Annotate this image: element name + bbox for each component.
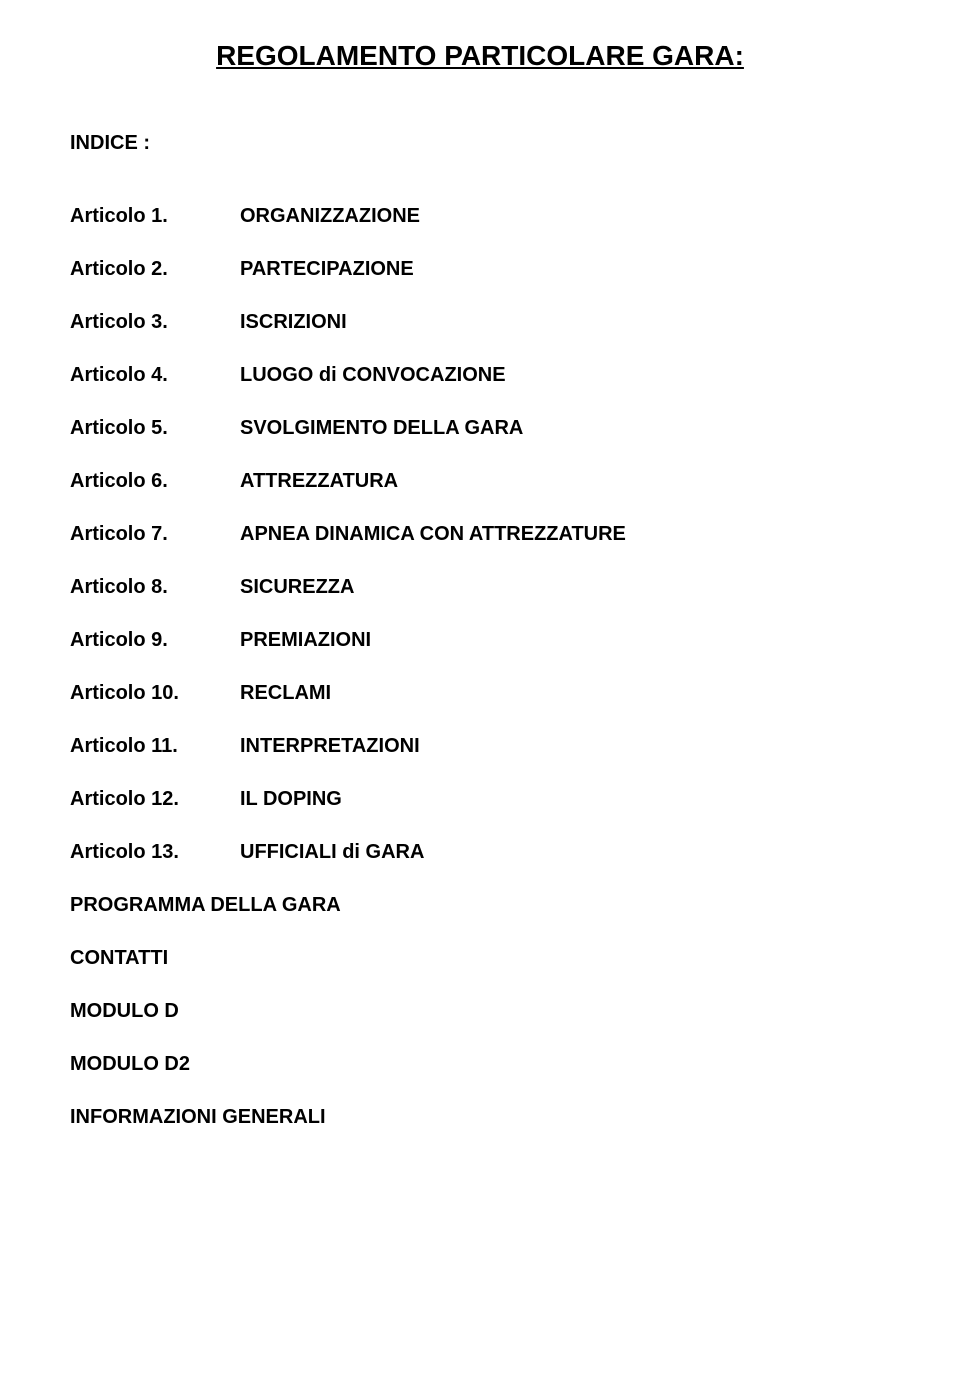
toc-item-label: Articolo 7. xyxy=(70,523,240,546)
toc-item: Articolo 1. ORGANIZZAZIONE xyxy=(70,205,890,228)
toc-item-value: INTERPRETAZIONI xyxy=(240,735,890,758)
toc-item-label: Articolo 1. xyxy=(70,205,240,228)
toc-item-label: Articolo 4. xyxy=(70,364,240,387)
footer-line: CONTATTI xyxy=(70,947,890,970)
toc-item-value: LUOGO di CONVOCAZIONE xyxy=(240,364,890,387)
toc-item-value: SVOLGIMENTO DELLA GARA xyxy=(240,417,890,440)
toc-item-label: Articolo 10. xyxy=(70,682,240,705)
page-title: REGOLAMENTO PARTICOLARE GARA: xyxy=(70,40,890,72)
toc-item-label: Articolo 11. xyxy=(70,735,240,758)
toc-item-label: Articolo 3. xyxy=(70,311,240,334)
index-heading: INDICE : xyxy=(70,132,890,155)
toc-item-value: IL DOPING xyxy=(240,788,890,811)
toc-list: Articolo 1. ORGANIZZAZIONE Articolo 2. P… xyxy=(70,205,890,864)
footer-line: INFORMAZIONI GENERALI xyxy=(70,1106,890,1129)
toc-item-value: UFFICIALI di GARA xyxy=(240,841,890,864)
toc-item: Articolo 11. INTERPRETAZIONI xyxy=(70,735,890,758)
toc-item-label: Articolo 13. xyxy=(70,841,240,864)
toc-item: Articolo 4. LUOGO di CONVOCAZIONE xyxy=(70,364,890,387)
toc-item-label: Articolo 8. xyxy=(70,576,240,599)
toc-item: Articolo 6. ATTREZZATURA xyxy=(70,470,890,493)
toc-item: Articolo 2. PARTECIPAZIONE xyxy=(70,258,890,281)
toc-item-value: SICUREZZA xyxy=(240,576,890,599)
toc-item: Articolo 9. PREMIAZIONI xyxy=(70,629,890,652)
footer-line: MODULO D xyxy=(70,1000,890,1023)
toc-item-value: ISCRIZIONI xyxy=(240,311,890,334)
footer-line: MODULO D2 xyxy=(70,1053,890,1076)
toc-item: Articolo 13. UFFICIALI di GARA xyxy=(70,841,890,864)
toc-item: Articolo 5. SVOLGIMENTO DELLA GARA xyxy=(70,417,890,440)
footer-section: PROGRAMMA DELLA GARA CONTATTI MODULO D M… xyxy=(70,894,890,1129)
toc-item: Articolo 10. RECLAMI xyxy=(70,682,890,705)
toc-item-label: Articolo 6. xyxy=(70,470,240,493)
toc-item: Articolo 3. ISCRIZIONI xyxy=(70,311,890,334)
toc-item-value: PARTECIPAZIONE xyxy=(240,258,890,281)
toc-item-value: RECLAMI xyxy=(240,682,890,705)
toc-item-value: ORGANIZZAZIONE xyxy=(240,205,890,228)
toc-item-label: Articolo 2. xyxy=(70,258,240,281)
toc-item: Articolo 7. APNEA DINAMICA CON ATTREZZAT… xyxy=(70,523,890,546)
toc-item-label: Articolo 12. xyxy=(70,788,240,811)
toc-item: Articolo 8. SICUREZZA xyxy=(70,576,890,599)
toc-item-value: ATTREZZATURA xyxy=(240,470,890,493)
document-page: REGOLAMENTO PARTICOLARE GARA: INDICE : A… xyxy=(0,0,960,1199)
toc-item-label: Articolo 5. xyxy=(70,417,240,440)
toc-item-value: APNEA DINAMICA CON ATTREZZATURE xyxy=(240,523,890,546)
toc-item-label: Articolo 9. xyxy=(70,629,240,652)
toc-item: Articolo 12. IL DOPING xyxy=(70,788,890,811)
toc-item-value: PREMIAZIONI xyxy=(240,629,890,652)
footer-line: PROGRAMMA DELLA GARA xyxy=(70,894,890,917)
